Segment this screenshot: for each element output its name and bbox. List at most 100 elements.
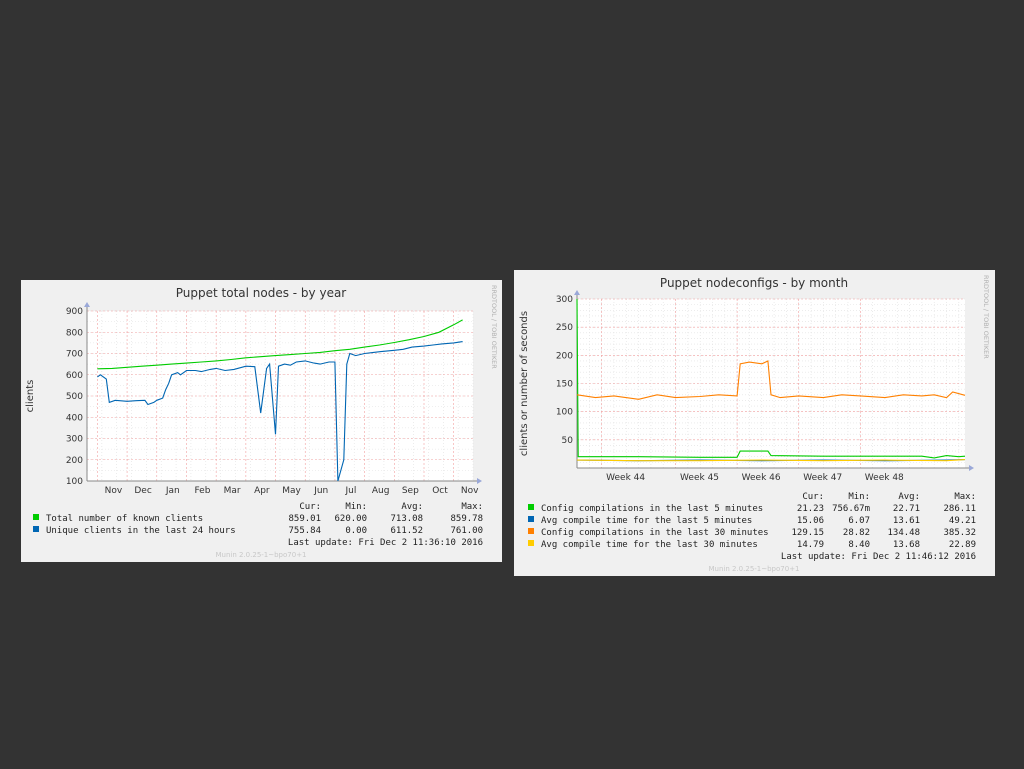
legend-label: Avg compile time for the last 30 minutes: [541, 540, 758, 550]
legend-value: 761.00: [450, 526, 483, 536]
x-axis-arrow: [969, 465, 974, 471]
last-update: Last update: Fri Dec 2 11:36:10 2016: [288, 538, 483, 548]
legend-header-cur: Cur:: [299, 502, 321, 512]
legend-value: 385.32: [943, 528, 976, 538]
legend-value: 611.52: [390, 526, 423, 536]
legend-label: Unique clients in the last 24 hours: [46, 526, 236, 536]
legend-swatch: [528, 504, 534, 510]
chart-panel-total-nodes: Puppet total nodes - by year RRDTOOL / TO…: [21, 280, 502, 562]
y-tick-label: 100: [556, 408, 573, 418]
legend-value: 756.67m: [832, 504, 870, 514]
y-tick-label: 300: [66, 435, 83, 445]
legend-header-cur: Cur:: [802, 492, 824, 502]
y-tick-label: 700: [66, 350, 83, 360]
legend-value: 6.07: [848, 516, 870, 526]
last-update: Last update: Fri Dec 2 11:46:12 2016: [781, 552, 976, 562]
munin-version: Munin 2.0.25-1~bpo70+1: [708, 565, 799, 573]
legend-header-min: Min:: [345, 502, 367, 512]
legend-label: Config compilations in the last 5 minute…: [541, 504, 763, 514]
y-tick-label: 200: [556, 351, 573, 361]
munin-version: Munin 2.0.25-1~bpo70+1: [215, 551, 306, 559]
x-tick-label: Week 47: [803, 473, 842, 483]
legend-value: 755.84: [288, 526, 321, 536]
y-axis-label: clients: [25, 380, 36, 413]
chart-panel-nodeconfigs: Puppet nodeconfigs - by month RRDTOOL / T…: [514, 270, 995, 576]
y-tick-label: 150: [556, 380, 573, 390]
legend-value: 859.78: [450, 514, 483, 524]
y-axis-arrow: [574, 290, 580, 295]
legend-value: 14.79: [797, 540, 824, 550]
legend-value: 15.06: [797, 516, 824, 526]
legend-header-avg: Avg:: [898, 492, 920, 502]
x-tick-label: Jul: [345, 486, 357, 496]
legend-value: 8.40: [848, 540, 870, 550]
legend-value: 28.82: [843, 528, 870, 538]
legend-value: 0.00: [345, 526, 367, 536]
legend-swatch: [528, 528, 534, 534]
y-tick-label: 50: [562, 436, 574, 446]
x-tick-label: Nov: [461, 486, 479, 496]
legend-swatch: [528, 540, 534, 546]
legend-header-min: Min:: [848, 492, 870, 502]
legend-swatch: [528, 516, 534, 522]
legend-label: Avg compile time for the last 5 minutes: [541, 516, 752, 526]
series-line-1: [97, 319, 463, 370]
legend-value: 22.89: [949, 540, 976, 550]
x-axis-arrow: [477, 478, 482, 484]
x-tick-label: Jan: [165, 486, 180, 496]
x-tick-label: May: [282, 486, 301, 496]
legend-value: 13.68: [893, 540, 920, 550]
chart-nodeconfigs: Puppet nodeconfigs - by month RRDTOOL / T…: [519, 275, 990, 573]
y-tick-label: 100: [66, 477, 83, 487]
y-tick-label: 400: [66, 413, 83, 423]
legend-value: 713.08: [390, 514, 423, 524]
legend-header-max: Max:: [954, 492, 976, 502]
legend-header-max: Max:: [461, 502, 483, 512]
x-tick-label: Week 48: [865, 473, 904, 483]
x-tick-label: Sep: [402, 486, 419, 496]
y-tick-label: 800: [66, 328, 83, 338]
x-tick-label: Week 46: [742, 473, 781, 483]
legend-value: 620.00: [334, 514, 367, 524]
series-line-4: [576, 459, 966, 462]
y-axis-label: clients or number of seconds: [519, 311, 530, 456]
x-tick-label: Feb: [195, 486, 211, 496]
x-tick-label: Mar: [224, 486, 241, 496]
rrdtool-credit: RRDTOOL / TOBI OETIKER: [490, 285, 498, 369]
legend-swatch: [33, 514, 39, 520]
chart-title: Puppet total nodes - by year: [176, 286, 347, 300]
legend-value: 129.15: [791, 528, 824, 538]
legend-value: 134.48: [887, 528, 920, 538]
x-tick-label: Week 45: [680, 473, 719, 483]
legend-label: Total number of known clients: [46, 514, 203, 524]
x-tick-label: Nov: [105, 486, 123, 496]
y-tick-label: 500: [66, 392, 83, 402]
legend-swatch: [33, 526, 39, 532]
y-tick-label: 200: [66, 456, 83, 466]
x-tick-label: Jun: [313, 486, 328, 496]
chart-total-nodes: Puppet total nodes - by year RRDTOOL / TO…: [25, 285, 498, 559]
legend-value: 49.21: [949, 516, 976, 526]
legend-value: 859.01: [288, 514, 321, 524]
x-tick-label: Week 44: [606, 473, 645, 483]
y-tick-label: 600: [66, 371, 83, 381]
rrdtool-credit: RRDTOOL / TOBI OETIKER: [982, 275, 990, 359]
chart-title: Puppet nodeconfigs - by month: [660, 276, 848, 290]
series-line-3: [576, 360, 966, 400]
legend-value: 21.23: [797, 504, 824, 514]
x-tick-label: Oct: [432, 486, 448, 496]
series-line-1: [576, 298, 966, 459]
x-tick-label: Dec: [134, 486, 151, 496]
legend-header-avg: Avg:: [401, 502, 423, 512]
legend-value: 22.71: [893, 504, 920, 514]
legend-label: Config compilations in the last 30 minut…: [541, 528, 769, 538]
x-tick-label: Apr: [254, 486, 270, 496]
legend-value: 13.61: [893, 516, 920, 526]
x-tick-label: Aug: [372, 486, 390, 496]
y-tick-label: 300: [556, 295, 573, 305]
y-axis-arrow: [84, 302, 90, 307]
legend-value: 286.11: [943, 504, 976, 514]
y-tick-label: 250: [556, 323, 573, 333]
series-line-2: [97, 341, 463, 482]
y-tick-label: 900: [66, 307, 83, 317]
